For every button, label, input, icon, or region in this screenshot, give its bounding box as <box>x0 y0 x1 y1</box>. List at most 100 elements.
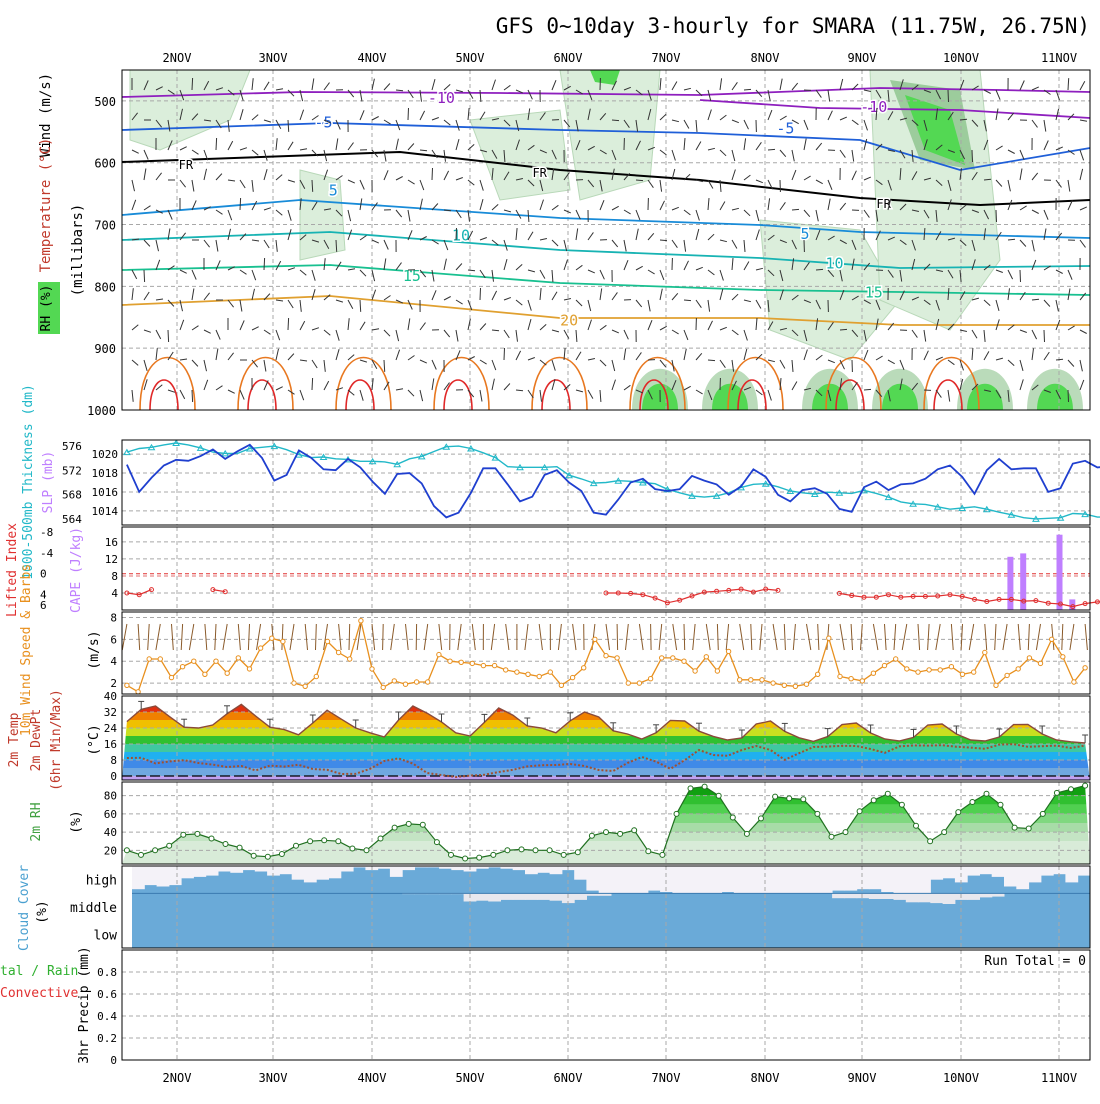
wind-barb <box>840 329 847 330</box>
isotherm-label: -10 <box>428 89 455 107</box>
date-label: 11NOV <box>1041 1071 1077 1085</box>
date-label: 3NOV <box>259 1071 288 1085</box>
cape-label: CAPE (J/kg) <box>69 527 84 613</box>
cloud-mid <box>869 893 882 899</box>
cloud-clear-high <box>181 866 194 878</box>
wind-speed-point <box>949 665 953 669</box>
wind-speed-point <box>582 666 586 670</box>
wind-barb <box>432 168 433 180</box>
date-label: 8NOV <box>751 1071 780 1085</box>
wind-speed-point <box>983 650 987 654</box>
cloud-clear-high <box>550 866 563 874</box>
wind-speed-point <box>136 690 140 694</box>
precip-legend-convective: Convective <box>0 986 78 1001</box>
cloud-level-label: high <box>86 874 117 889</box>
cloud-clear-high <box>648 866 661 891</box>
rh-point <box>730 815 735 820</box>
cloud-clear-high <box>918 866 931 893</box>
dewpt-label: 2m DewPt <box>29 709 44 772</box>
rh-tick: 60 <box>104 808 117 821</box>
cloud-clear-high <box>586 866 599 891</box>
wind-speed-point <box>1050 637 1054 641</box>
wind-speed-point <box>771 681 775 685</box>
cloud-mid <box>906 893 919 902</box>
temp-band <box>122 728 1090 736</box>
isotherm-label: -10 <box>860 98 887 116</box>
rh-point <box>491 852 496 857</box>
cloud-clear-high <box>980 866 993 874</box>
wind-speed-point <box>180 665 184 669</box>
wind-speed-point <box>225 671 229 675</box>
rh-point <box>124 848 129 853</box>
rh-point <box>1026 826 1031 831</box>
cloud-clear-high <box>820 866 833 893</box>
wind-speed-point <box>782 683 786 687</box>
wind-barb <box>660 240 667 241</box>
rh-point <box>308 839 313 844</box>
rh-point <box>237 845 242 850</box>
temp-label: 2m Temp <box>7 712 22 767</box>
cloud-clear-high <box>169 866 182 885</box>
wind-speed-point <box>325 639 329 643</box>
wind-speed-point <box>203 672 207 676</box>
wind-barb <box>948 90 949 102</box>
wind-speed-point <box>125 683 129 687</box>
cloud-clear-high <box>930 866 943 880</box>
wind-speed-point <box>459 660 463 664</box>
cloud-clear-high <box>304 866 317 882</box>
cloud-clear-high <box>316 866 329 880</box>
cloud-clear-high <box>857 866 870 889</box>
cloud-clear-high <box>537 866 550 873</box>
li-label: Lifted Index <box>5 523 20 617</box>
temp-tick: 0 <box>110 770 117 783</box>
rh-point <box>139 852 144 857</box>
wind-barb <box>383 624 384 650</box>
cloud-clear-high <box>1078 866 1091 876</box>
date-label: 3NOV <box>259 51 288 65</box>
rh-point <box>885 791 890 796</box>
date-label: 7NOV <box>652 1071 681 1085</box>
wind-speed-point <box>403 682 407 686</box>
wind-speed-point <box>994 683 998 687</box>
isotherm-label: -5 <box>776 120 794 138</box>
wind-barb <box>349 624 350 650</box>
isotherm-label: 10 <box>825 254 843 272</box>
cloud-clear-high <box>832 866 845 891</box>
wind-speed-point <box>882 663 886 667</box>
wind-speed-point <box>158 657 162 661</box>
cloud-clear-high <box>513 866 526 870</box>
cloud-mid <box>894 893 907 900</box>
wind-speed-point <box>537 674 541 678</box>
wind-speed-point <box>938 668 942 672</box>
wind-speed-point <box>414 680 418 684</box>
rh-point <box>561 852 566 857</box>
wind-speed-point <box>827 636 831 640</box>
wind-speed-point <box>437 652 441 656</box>
pressure-tick: 800 <box>94 280 116 294</box>
rh-point <box>449 852 454 857</box>
thickness-tick: 564 <box>62 513 82 526</box>
cloud-mid <box>918 893 931 902</box>
wind-speed-point <box>1016 667 1020 671</box>
wind-speed-point <box>370 667 374 671</box>
thickness-tick: 572 <box>62 464 82 477</box>
temp-tick: 8 <box>110 754 117 767</box>
wind-tick: 8 <box>110 611 117 624</box>
rh-point <box>1012 825 1017 830</box>
wind-speed-point <box>593 637 597 641</box>
rh-point <box>434 840 439 845</box>
wind-barb <box>617 624 618 650</box>
rh-point <box>547 848 552 853</box>
cloud-clear-high <box>783 866 796 893</box>
rh-point <box>364 848 369 853</box>
chart-title: GFS 0~10day 3-hourly for SMARA (11.75W, … <box>496 14 1090 38</box>
rh-tick: 80 <box>104 790 117 803</box>
cloud-mid <box>574 893 587 900</box>
date-label: 10NOV <box>943 51 979 65</box>
wind-speed-point <box>760 678 764 682</box>
date-label: 6NOV <box>554 51 583 65</box>
date-label: 2NOV <box>163 1071 192 1085</box>
date-label: 6NOV <box>554 1071 583 1085</box>
cloud-mid <box>525 893 538 900</box>
wind-barb <box>972 150 973 162</box>
